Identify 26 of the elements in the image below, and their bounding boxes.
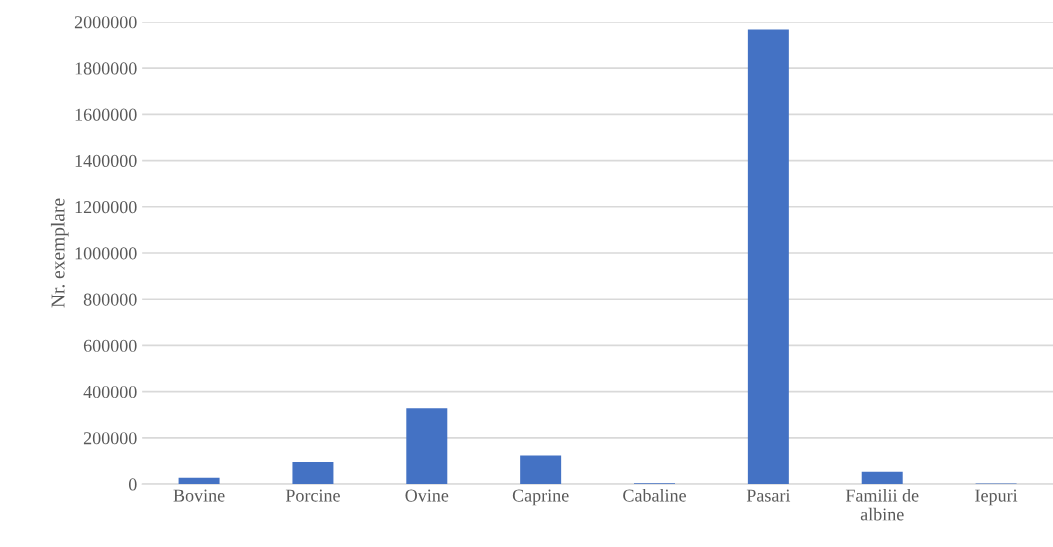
x-tick-label: Pasari: [746, 489, 791, 502]
bar: [178, 477, 220, 485]
y-tick-label: 1400000: [75, 154, 137, 167]
y-tick-label: 600000: [83, 339, 137, 352]
y-tick-label: 800000: [83, 293, 137, 306]
y-axis-title: Nr. exemplare: [50, 198, 69, 308]
bar: [292, 461, 334, 485]
y-tick-label: 1000000: [75, 247, 137, 260]
x-tick-label: Caprine: [512, 489, 569, 506]
x-tick-label: Familii de albine: [845, 488, 919, 521]
y-tick-label: 2000000: [74, 16, 137, 29]
x-tick-label: Bovine: [173, 489, 225, 502]
y-tick-label: 1800000: [75, 62, 137, 75]
bar: [861, 471, 903, 485]
x-tick-label: Ovine: [405, 489, 449, 502]
y-tick-label: 200000: [83, 432, 137, 445]
bar: [520, 455, 562, 485]
y-tick-label: 400000: [83, 385, 137, 399]
y-tick-label: 0: [128, 478, 137, 491]
bar: [406, 408, 448, 485]
x-tick-label: Cabaline: [623, 488, 686, 502]
y-tick-label: 1600000: [75, 108, 137, 121]
x-tick-label: Porcine: [285, 489, 340, 502]
y-tick-label: 1200000: [75, 201, 137, 214]
bar: [747, 29, 789, 485]
x-tick-label: Iepuri: [975, 489, 1018, 506]
